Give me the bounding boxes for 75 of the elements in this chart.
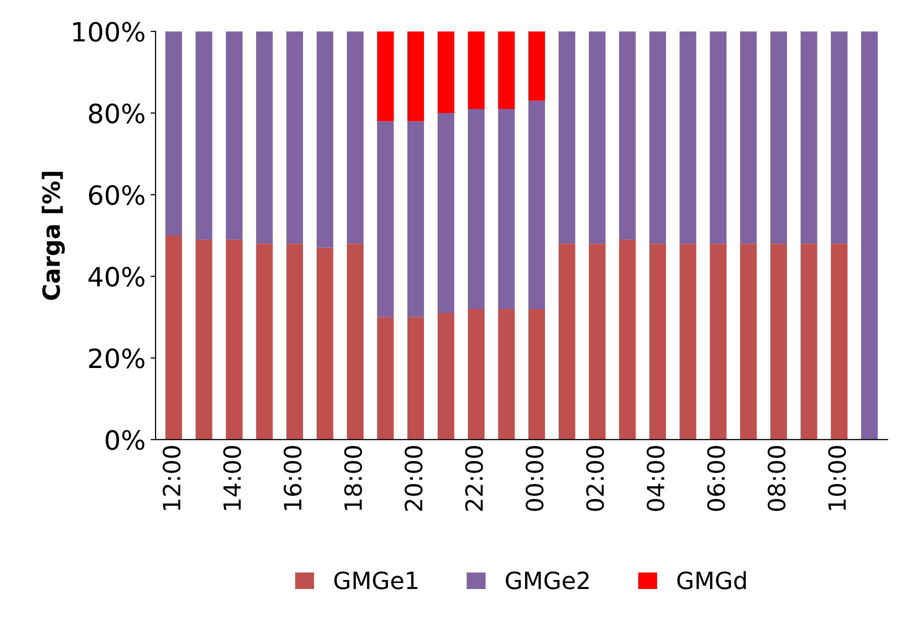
bar — [588, 31, 606, 244]
y-tick-label: 80% — [88, 103, 144, 124]
bar — [680, 31, 696, 244]
x-tick-label: 14:00 — [223, 446, 242, 510]
bar — [740, 244, 757, 440]
x-tick-label: 00:00 — [526, 446, 544, 511]
bar — [619, 31, 636, 240]
bar — [286, 31, 304, 244]
x-tick-label: 20:00 — [404, 446, 423, 511]
bar — [346, 244, 364, 440]
bar — [226, 240, 243, 440]
bar — [468, 31, 484, 109]
x-tick-label: 18:00 — [344, 446, 362, 510]
bar — [619, 240, 636, 440]
bar — [286, 244, 304, 440]
bar — [800, 31, 818, 244]
bar — [498, 308, 515, 440]
y-tick-label: 0% — [106, 430, 144, 450]
legend-label: GMGd — [677, 571, 746, 590]
bar — [407, 121, 424, 318]
bar — [468, 308, 484, 440]
bar — [196, 240, 212, 440]
x-tick-label: 02:00 — [586, 446, 604, 511]
x-tick-label: 22:00 — [465, 446, 484, 511]
bar — [710, 31, 726, 244]
x-tick-label: 10:00 — [828, 446, 846, 510]
bar — [407, 31, 424, 122]
x-tick-label: 04:00 — [646, 446, 665, 511]
bar — [830, 244, 848, 440]
bar — [316, 248, 334, 440]
bar — [256, 244, 273, 440]
bar — [165, 31, 182, 236]
x-tick-label: 12:00 — [162, 446, 181, 510]
bar — [165, 236, 182, 440]
bar — [740, 31, 757, 244]
bar — [830, 31, 848, 244]
x-tick-label: 16:00 — [284, 446, 302, 510]
bar — [498, 108, 515, 309]
x-tick-label: 06:00 — [707, 446, 726, 511]
bar — [649, 31, 666, 244]
bar — [588, 244, 606, 440]
bar — [498, 31, 515, 109]
bar — [377, 317, 394, 440]
bar — [316, 31, 334, 248]
y-tick-label: 20% — [89, 348, 144, 368]
y-tick-label: 60% — [89, 185, 144, 206]
bar — [528, 31, 545, 101]
bar — [438, 313, 454, 440]
y-tick-label: 40% — [88, 266, 144, 287]
y-axis-title: Carga [%] — [42, 172, 65, 300]
bar — [407, 317, 424, 440]
bar — [680, 244, 696, 440]
bar — [558, 244, 576, 440]
bar — [861, 31, 878, 440]
bar — [346, 31, 364, 244]
bar — [226, 31, 243, 240]
x-tick-label: 08:00 — [768, 446, 786, 511]
bar — [770, 31, 787, 244]
legend-label: GMGe1 — [334, 571, 418, 590]
bar — [468, 108, 484, 309]
y-tick-label: 100% — [73, 22, 144, 42]
bar — [710, 244, 726, 440]
bar — [770, 244, 787, 440]
bar — [377, 121, 394, 318]
bar — [438, 113, 454, 314]
bar — [377, 31, 394, 122]
bar — [256, 31, 273, 244]
bar — [196, 31, 212, 240]
bar — [528, 100, 545, 309]
bar — [528, 308, 545, 440]
bar — [800, 244, 818, 440]
bar — [438, 31, 454, 114]
bar — [649, 244, 666, 440]
bar — [558, 31, 576, 244]
legend-label: GMGe2 — [506, 571, 589, 590]
